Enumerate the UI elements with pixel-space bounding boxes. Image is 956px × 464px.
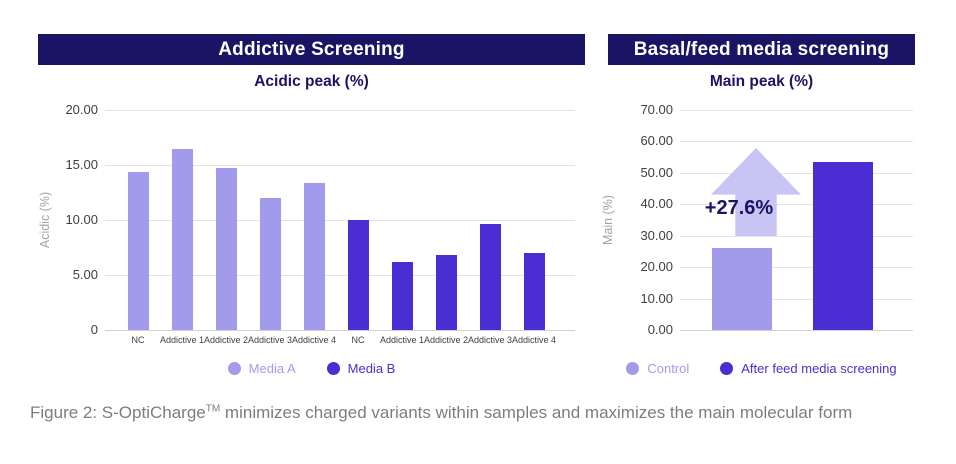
y-tick-label: 15.00 (65, 157, 98, 172)
gridline (680, 141, 913, 143)
gridline (105, 330, 575, 331)
y-tick-label: 30.00 (640, 227, 673, 243)
y-tick-label: 20.00 (65, 102, 98, 117)
legend-item-media-b: Media B (326, 360, 396, 376)
gridline (680, 235, 913, 237)
gridline (680, 204, 913, 206)
caption-rest: minimizes charged variants within sample… (220, 403, 853, 422)
x-tick-label: Addictive 2 (423, 335, 469, 345)
gridline (680, 330, 913, 331)
plot-area: 70.00 60.00 50.00 40.00 30.00 20.00 10.00 0.00 (640, 102, 913, 337)
bar-media-b-nc (347, 220, 369, 330)
legend-dot-icon (626, 361, 640, 375)
x-tick-label: NC (131, 335, 145, 345)
increase-annotation: +27.6% (704, 197, 774, 219)
bar-after-feed-media-screening-after-feed-media-screening (813, 161, 873, 330)
y-axis-title: Acidic (%) (38, 191, 52, 249)
legend-label: After feed media screening (741, 360, 897, 376)
y-tick-label: 10.00 (65, 212, 98, 227)
gridline (105, 275, 575, 276)
x-tick-label: Addictive 1 (379, 335, 425, 345)
bar-media-a-addictive-4 (303, 182, 325, 330)
chart-title-banner: Basal/feed media screening (608, 34, 915, 65)
bar-control-control (712, 248, 772, 330)
y-tick-label: 0 (90, 322, 98, 337)
bar-media-a-addictive-2 (215, 168, 237, 330)
x-tick-label: NC (351, 335, 365, 345)
chart-subtitle: Acidic peak (%) (254, 73, 369, 90)
y-tick-label: 60.00 (640, 133, 673, 149)
legend-dot-icon (720, 361, 734, 375)
legend-label: Media B (347, 360, 396, 376)
gridline (680, 110, 913, 111)
legend-item-media-a: Media A (227, 360, 296, 376)
bar-media-a-addictive-1 (171, 148, 193, 330)
gridline (105, 165, 575, 166)
y-tick-label: 5.00 (72, 267, 98, 282)
x-tick-label: Addictive 2 (203, 335, 249, 345)
chart-legend: Media A Media B (38, 359, 585, 377)
y-axis-title: Main (%) (601, 195, 615, 246)
figure-caption: Figure 2: S-OptiChargeTM minimizes charg… (30, 403, 950, 423)
y-tick-label: 70.00 (640, 102, 673, 117)
x-tick-label: Addictive 1 (159, 335, 205, 345)
y-tick-label: 0.00 (647, 322, 673, 337)
y-tick-label: 50.00 (640, 164, 673, 180)
gridline (680, 172, 913, 174)
x-tick-label: Addictive 4 (511, 335, 557, 345)
plot-area: 20.00 15.00 10.00 5.00 0 NC Addictive 1 Addicti… (65, 102, 575, 345)
y-tick-label: 10.00 (640, 290, 673, 306)
bar-media-a-addictive-3 (259, 198, 281, 330)
gridline (105, 110, 575, 111)
legend-dot-icon (326, 361, 340, 375)
y-tick-label: 20.00 (640, 259, 673, 275)
chart-title: Addictive Screening (218, 38, 405, 60)
legend-dot-icon (227, 361, 241, 375)
bar-media-b-addictive-4 (523, 253, 545, 330)
x-tick-label: Addictive 4 (291, 335, 337, 345)
bar-media-b-addictive-3 (479, 224, 501, 330)
chart-title-banner: Addictive Screening (38, 34, 585, 65)
trademark-superscript: TM (205, 403, 221, 415)
chart-subtitle: Main peak (%) (709, 73, 814, 90)
chart-legend: Control After feed media screening (608, 359, 915, 377)
bar-media-b-addictive-1 (391, 261, 413, 330)
bar-media-a-nc (127, 171, 149, 330)
gridline (105, 220, 575, 221)
legend-label: Media A (248, 360, 296, 376)
gridline (680, 298, 913, 300)
gridline (680, 267, 913, 269)
caption-prefix: Figure 2: S-OptiCharge (30, 403, 206, 422)
x-tick-label: Addictive 3 (467, 335, 513, 345)
chart-title: Basal/feed media screening (633, 38, 890, 60)
bar-media-b-addictive-2 (435, 255, 457, 330)
legend-label: Control (647, 360, 690, 376)
legend-item-control: Control (626, 361, 689, 376)
legend-item-after-feed-media-screening: After feed media screening (720, 360, 897, 376)
y-tick-label: 40.00 (640, 196, 673, 212)
x-tick-label: Addictive 3 (247, 335, 293, 345)
